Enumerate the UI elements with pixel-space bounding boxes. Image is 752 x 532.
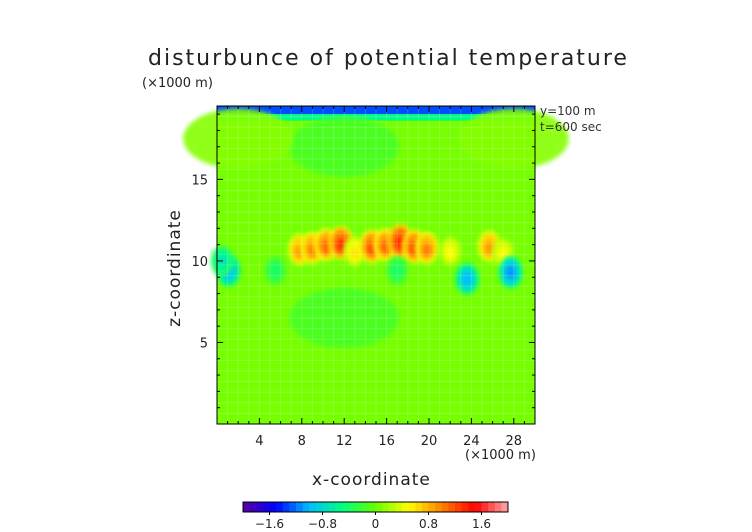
colorbar-segment xyxy=(269,502,277,512)
colorbar-segment xyxy=(461,502,469,512)
x-tick-label: 4 xyxy=(255,434,263,449)
heatmap-top-band-edge xyxy=(217,114,535,121)
colorbar-segment xyxy=(322,502,330,512)
colorbar-segment xyxy=(362,502,370,512)
heatmap-feature xyxy=(458,108,569,169)
heatmap-feature xyxy=(289,288,400,348)
heatmap-top-band xyxy=(217,106,535,115)
colorbar-segment xyxy=(282,502,290,512)
colorbar-segment xyxy=(349,502,357,512)
colorbar-segment xyxy=(388,502,396,512)
heatmap-feature xyxy=(498,256,523,289)
colorbar-segment xyxy=(441,502,449,512)
colorbar-segment xyxy=(296,502,304,512)
colorbar-segment xyxy=(368,502,376,512)
colorbar-segment xyxy=(428,502,436,512)
colorbar-segment xyxy=(276,502,284,512)
colorbar: −1.6 −0.8 0 0.8 1.6 xyxy=(242,501,509,531)
x-tick-label: 28 xyxy=(506,434,523,449)
colorbar-segment xyxy=(342,502,350,512)
colorbar-segment xyxy=(355,502,363,512)
colorbar-tick-label: 0.8 xyxy=(419,517,438,531)
colorbar-segment xyxy=(243,502,251,512)
colorbar-tick-label: −1.6 xyxy=(255,517,284,531)
colorbar-segment xyxy=(329,502,337,512)
heatmap-feature xyxy=(264,256,287,285)
y-tick-label: 15 xyxy=(191,173,208,188)
colorbar-segment xyxy=(262,502,270,512)
x-axis-ticks: 4 8 12 16 20 24 28 xyxy=(227,106,525,449)
colorbar-segment xyxy=(481,502,489,512)
colorbar-segment xyxy=(315,502,323,512)
colorbar-segment xyxy=(494,502,502,512)
colorbar-segment xyxy=(256,502,264,512)
colorbar-segment xyxy=(474,502,482,512)
colorbar-segment xyxy=(309,502,317,512)
x-tick-label: 16 xyxy=(378,434,395,449)
x-tick-label: 24 xyxy=(463,434,480,449)
colorbar-segment xyxy=(435,502,443,512)
heatmap-feature xyxy=(439,236,462,266)
y-tick-label: 5 xyxy=(200,336,208,351)
annotation-time: t=600 sec xyxy=(540,120,602,134)
colorbar-segment xyxy=(501,502,509,512)
colorbar-segment xyxy=(421,502,429,512)
heatmap-feature xyxy=(386,256,409,285)
y-axis-label: z-coordinate xyxy=(165,209,185,327)
heatmap-feature xyxy=(455,262,480,295)
colorbar-segment xyxy=(408,502,416,512)
heatmap-feature xyxy=(289,116,400,177)
colorbar-tick-label: 0 xyxy=(372,517,380,531)
x-axis-label: x-coordinate xyxy=(312,470,431,490)
colorbar-segment xyxy=(302,502,310,512)
colorbar-tick-label: 1.6 xyxy=(472,517,491,531)
colorbar-segment xyxy=(249,502,257,512)
colorbar-segment xyxy=(488,502,496,512)
colorbar-segment xyxy=(289,502,297,512)
heatmap-features xyxy=(183,108,569,348)
x-tick-label: 12 xyxy=(336,434,353,449)
chart-title: disturbunce of potential temperature xyxy=(148,46,629,71)
colorbar-tick-label: −0.8 xyxy=(308,517,337,531)
colorbar-segment xyxy=(395,502,403,512)
colorbar-segment xyxy=(382,502,390,512)
x-tick-label: 8 xyxy=(298,434,306,449)
colorbar-segment xyxy=(402,502,410,512)
x-axis-unit: (×1000 m) xyxy=(465,448,536,463)
colorbar-segment xyxy=(448,502,456,512)
colorbar-segment xyxy=(335,502,343,512)
grid-lines xyxy=(217,106,535,424)
heatmap-feature xyxy=(183,108,294,169)
colorbar-segment xyxy=(468,502,476,512)
x-tick-label: 20 xyxy=(421,434,438,449)
colorbar-segment xyxy=(455,502,463,512)
annotation-y-position: y=100 m xyxy=(540,104,596,118)
y-tick-label: 10 xyxy=(191,255,208,270)
y-axis-ticks: 5 10 15 xyxy=(191,113,535,409)
heatmap-feature xyxy=(414,231,439,264)
y-axis-unit: (×1000 m) xyxy=(142,76,213,91)
colorbar-segment xyxy=(375,502,383,512)
colorbar-segment xyxy=(415,502,423,512)
